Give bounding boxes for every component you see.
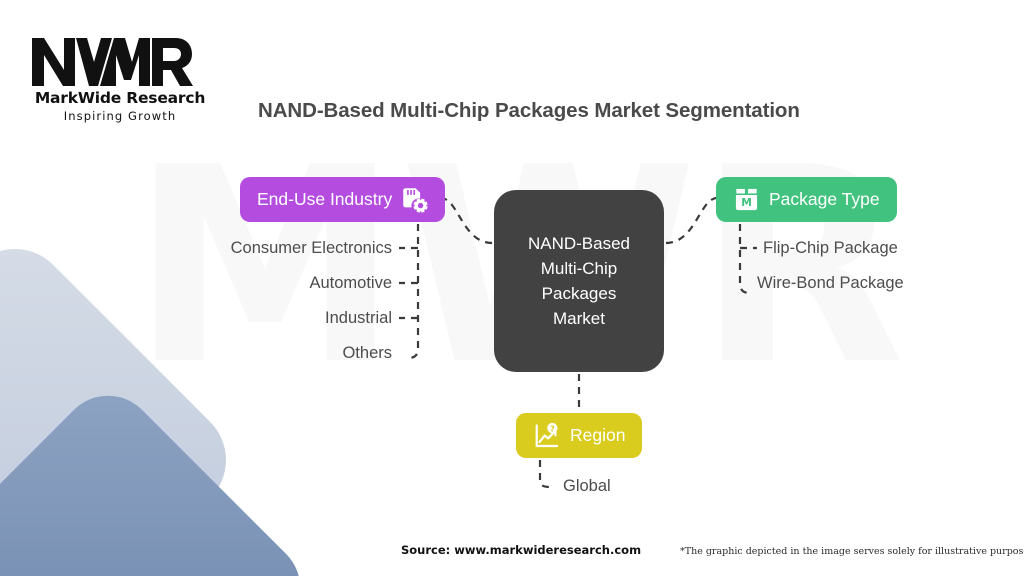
leaf-consumer-electronics[interactable]: Consumer Electronics xyxy=(230,239,392,257)
chart-question-icon: ? xyxy=(533,422,561,450)
branch-pill-end-use-industry[interactable]: End-Use Industry xyxy=(240,177,446,222)
leaf-global[interactable]: Global xyxy=(563,477,611,495)
leaf-wire-bond-package[interactable]: Wire-Bond Package xyxy=(757,274,904,292)
svg-text:M: M xyxy=(741,196,752,209)
logo-tagline: Inspiring Growth xyxy=(63,109,177,123)
leaf-flip-chip-package[interactable]: Flip-Chip Package xyxy=(763,239,898,257)
connector-region-spine xyxy=(538,460,551,489)
package-box-icon: M xyxy=(733,186,760,213)
leaf-industrial[interactable]: Industrial xyxy=(325,309,392,327)
branch-label-end-use-industry: End-Use Industry xyxy=(257,189,393,209)
branch-pill-package-type[interactable]: M Package Type xyxy=(716,177,897,222)
logo-company-name: MarkWide Research xyxy=(34,89,206,107)
center-node-label: NAND-Based Multi-Chip Packages Market xyxy=(527,234,631,328)
svg-text:?: ? xyxy=(550,423,555,433)
leaf-others[interactable]: Others xyxy=(342,344,392,362)
footer-disclaimer: *The graphic depicted in the image serve… xyxy=(680,546,1024,557)
connector-enduse-spine xyxy=(407,224,420,360)
branch-label-package-type: Package Type xyxy=(769,189,880,209)
brand-logo: MarkWide Research Inspiring Growth xyxy=(30,32,210,123)
leaf-automotive[interactable]: Automotive xyxy=(309,274,392,292)
connector-package-spine xyxy=(738,224,751,295)
center-node[interactable]: NAND-Based Multi-Chip Packages Market xyxy=(494,190,664,372)
branch-pill-region[interactable]: ? Region xyxy=(516,413,643,458)
page-title: NAND-Based Multi-Chip Packages Market Se… xyxy=(258,99,800,122)
branch-label-region: Region xyxy=(570,425,626,445)
footer-source[interactable]: Source: www.markwideresearch.com xyxy=(401,543,642,557)
logo-mark-icon xyxy=(32,38,193,86)
memory-card-gear-icon xyxy=(401,186,429,213)
